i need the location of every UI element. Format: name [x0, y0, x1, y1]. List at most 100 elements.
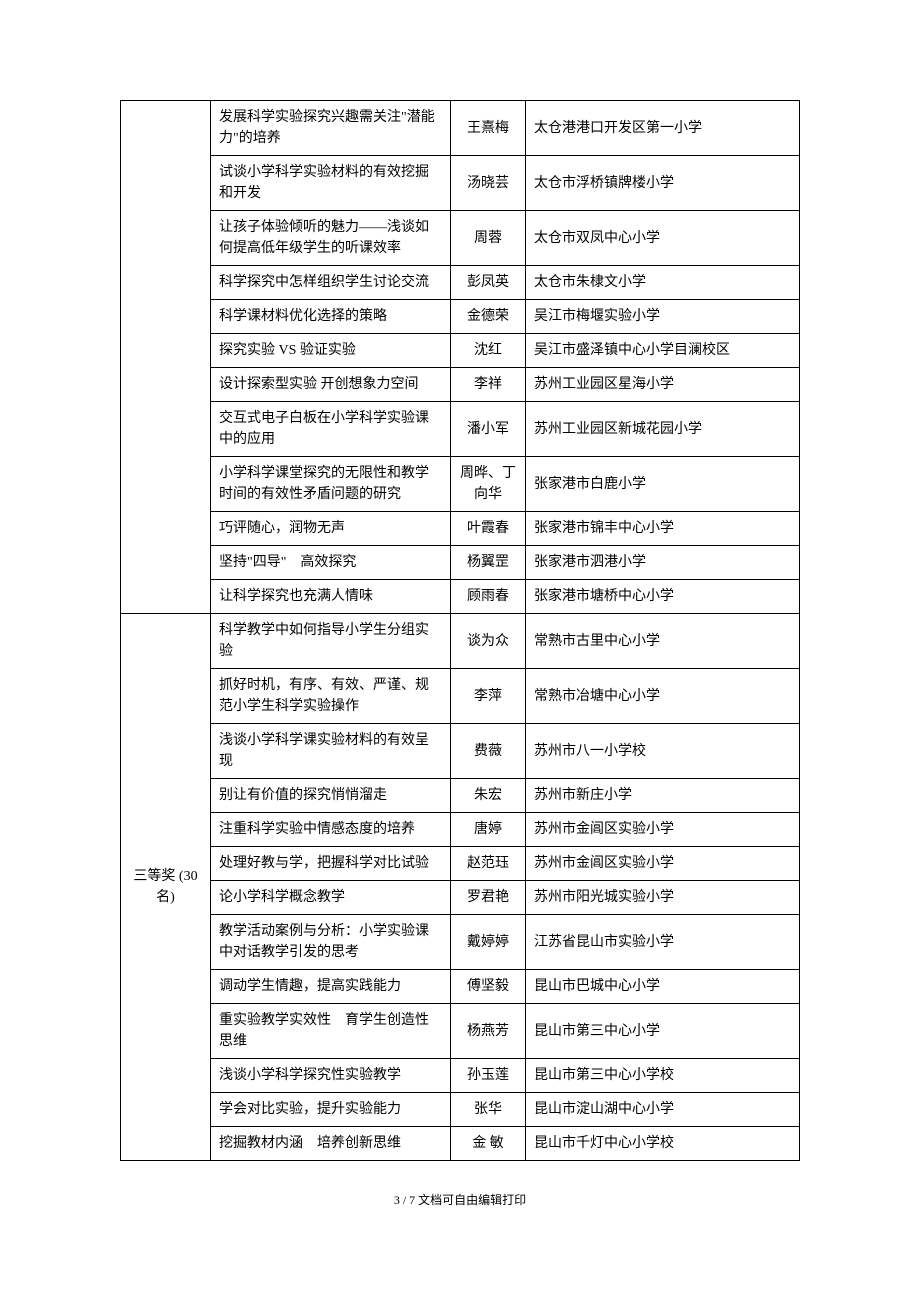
table-row: 调动学生情趣，提高实践能力傅坚毅昆山市巴城中心小学 — [121, 970, 800, 1004]
school-cell: 吴江市梅堰实验小学 — [526, 300, 800, 334]
category-cell: 三等奖 (30 名) — [121, 614, 211, 1161]
author-cell: 沈红 — [451, 334, 526, 368]
school-cell: 太仓市双凤中心小学 — [526, 211, 800, 266]
school-cell: 昆山市淀山湖中心小学 — [526, 1093, 800, 1127]
title-cell: 探究实验 VS 验证实验 — [211, 334, 451, 368]
school-cell: 张家港市泗港小学 — [526, 546, 800, 580]
title-cell: 设计探索型实验 开创想象力空间 — [211, 368, 451, 402]
table-row: 试谈小学科学实验材料的有效挖掘和开发汤晓芸太仓市浮桥镇牌楼小学 — [121, 156, 800, 211]
table-row: 学会对比实验，提升实验能力张华昆山市淀山湖中心小学 — [121, 1093, 800, 1127]
title-cell: 科学探究中怎样组织学生讨论交流 — [211, 266, 451, 300]
table-row: 处理好教与学，把握科学对比试验赵范珏苏州市金阊区实验小学 — [121, 847, 800, 881]
table-row: 设计探索型实验 开创想象力空间李祥苏州工业园区星海小学 — [121, 368, 800, 402]
table-row: 论小学科学概念教学罗君艳苏州市阳光城实验小学 — [121, 881, 800, 915]
author-cell: 李祥 — [451, 368, 526, 402]
author-cell: 戴婷婷 — [451, 915, 526, 970]
category-cell — [121, 101, 211, 614]
title-cell: 论小学科学概念教学 — [211, 881, 451, 915]
table-row: 科学探究中怎样组织学生讨论交流彭凤英太仓市朱棣文小学 — [121, 266, 800, 300]
table-row: 抓好时机，有序、有效、严谨、规范小学生科学实验操作李萍常熟市冶塘中心小学 — [121, 669, 800, 724]
school-cell: 太仓市朱棣文小学 — [526, 266, 800, 300]
title-cell: 注重科学实验中情感态度的培养 — [211, 813, 451, 847]
author-cell: 汤晓芸 — [451, 156, 526, 211]
table-row: 教学活动案例与分析：小学实验课中对话教学引发的思考戴婷婷江苏省昆山市实验小学 — [121, 915, 800, 970]
title-cell: 抓好时机，有序、有效、严谨、规范小学生科学实验操作 — [211, 669, 451, 724]
school-cell: 张家港市锦丰中心小学 — [526, 512, 800, 546]
title-cell: 科学课材料优化选择的策略 — [211, 300, 451, 334]
title-cell: 浅谈小学科学课实验材料的有效呈现 — [211, 724, 451, 779]
table-row: 交互式电子白板在小学科学实验课中的应用潘小军苏州工业园区新城花园小学 — [121, 402, 800, 457]
school-cell: 苏州工业园区星海小学 — [526, 368, 800, 402]
author-cell: 顾雨春 — [451, 580, 526, 614]
author-cell: 傅坚毅 — [451, 970, 526, 1004]
title-cell: 坚持"四导" 高效探究 — [211, 546, 451, 580]
author-cell: 周晔、丁向华 — [451, 457, 526, 512]
school-cell: 苏州工业园区新城花园小学 — [526, 402, 800, 457]
table-row: 别让有价值的探究悄悄溜走朱宏苏州市新庄小学 — [121, 779, 800, 813]
title-cell: 别让有价值的探究悄悄溜走 — [211, 779, 451, 813]
school-cell: 昆山市千灯中心小学校 — [526, 1127, 800, 1161]
table-row: 三等奖 (30 名)科学教学中如何指导小学生分组实验谈为众常熟市古里中心小学 — [121, 614, 800, 669]
title-cell: 调动学生情趣，提高实践能力 — [211, 970, 451, 1004]
title-cell: 挖掘教材内涵 培养创新思维 — [211, 1127, 451, 1161]
school-cell: 苏州市新庄小学 — [526, 779, 800, 813]
author-cell: 周蓉 — [451, 211, 526, 266]
author-cell: 金德荣 — [451, 300, 526, 334]
table-row: 挖掘教材内涵 培养创新思维金 敏昆山市千灯中心小学校 — [121, 1127, 800, 1161]
author-cell: 张华 — [451, 1093, 526, 1127]
school-cell: 太仓港港口开发区第一小学 — [526, 101, 800, 156]
author-cell: 潘小军 — [451, 402, 526, 457]
table-row: 让孩子体验倾听的魅力——浅谈如何提高低年级学生的听课效率周蓉太仓市双凤中心小学 — [121, 211, 800, 266]
school-cell: 昆山市第三中心小学 — [526, 1004, 800, 1059]
table-row: 让科学探究也充满人情味顾雨春张家港市塘桥中心小学 — [121, 580, 800, 614]
table-row: 浅谈小学科学探究性实验教学孙玉莲昆山市第三中心小学校 — [121, 1059, 800, 1093]
table-row: 坚持"四导" 高效探究杨翼罡张家港市泗港小学 — [121, 546, 800, 580]
school-cell: 苏州市金阊区实验小学 — [526, 813, 800, 847]
school-cell: 江苏省昆山市实验小学 — [526, 915, 800, 970]
author-cell: 赵范珏 — [451, 847, 526, 881]
title-cell: 发展科学实验探究兴趣需关注"潜能力"的培养 — [211, 101, 451, 156]
author-cell: 金 敏 — [451, 1127, 526, 1161]
author-cell: 罗君艳 — [451, 881, 526, 915]
title-cell: 学会对比实验，提升实验能力 — [211, 1093, 451, 1127]
title-cell: 让科学探究也充满人情味 — [211, 580, 451, 614]
table-row: 小学科学课堂探究的无限性和教学时间的有效性矛盾问题的研究周晔、丁向华张家港市白鹿… — [121, 457, 800, 512]
author-cell: 王熹梅 — [451, 101, 526, 156]
table-row: 巧评随心，润物无声叶霞春张家港市锦丰中心小学 — [121, 512, 800, 546]
title-cell: 交互式电子白板在小学科学实验课中的应用 — [211, 402, 451, 457]
school-cell: 苏州市八一小学校 — [526, 724, 800, 779]
title-cell: 小学科学课堂探究的无限性和教学时间的有效性矛盾问题的研究 — [211, 457, 451, 512]
author-cell: 杨燕芳 — [451, 1004, 526, 1059]
author-cell: 杨翼罡 — [451, 546, 526, 580]
table-row: 探究实验 VS 验证实验沈红吴江市盛泽镇中心小学目澜校区 — [121, 334, 800, 368]
title-cell: 教学活动案例与分析：小学实验课中对话教学引发的思考 — [211, 915, 451, 970]
title-cell: 科学教学中如何指导小学生分组实验 — [211, 614, 451, 669]
table-row: 发展科学实验探究兴趣需关注"潜能力"的培养王熹梅太仓港港口开发区第一小学 — [121, 101, 800, 156]
author-cell: 孙玉莲 — [451, 1059, 526, 1093]
author-cell: 费薇 — [451, 724, 526, 779]
page-number: 3 / 7 — [394, 1193, 415, 1207]
title-cell: 让孩子体验倾听的魅力——浅谈如何提高低年级学生的听课效率 — [211, 211, 451, 266]
footer-note: 文档可自由编辑打印 — [418, 1193, 526, 1207]
school-cell: 张家港市塘桥中心小学 — [526, 580, 800, 614]
school-cell: 吴江市盛泽镇中心小学目澜校区 — [526, 334, 800, 368]
school-cell: 昆山市第三中心小学校 — [526, 1059, 800, 1093]
document-table: 发展科学实验探究兴趣需关注"潜能力"的培养王熹梅太仓港港口开发区第一小学试谈小学… — [120, 100, 800, 1161]
school-cell: 昆山市巴城中心小学 — [526, 970, 800, 1004]
school-cell: 太仓市浮桥镇牌楼小学 — [526, 156, 800, 211]
title-cell: 浅谈小学科学探究性实验教学 — [211, 1059, 451, 1093]
table-row: 注重科学实验中情感态度的培养唐婷苏州市金阊区实验小学 — [121, 813, 800, 847]
title-cell: 处理好教与学，把握科学对比试验 — [211, 847, 451, 881]
page-footer: 3 / 7 文档可自由编辑打印 — [120, 1191, 800, 1208]
author-cell: 朱宏 — [451, 779, 526, 813]
author-cell: 唐婷 — [451, 813, 526, 847]
school-cell: 苏州市阳光城实验小学 — [526, 881, 800, 915]
table-row: 浅谈小学科学课实验材料的有效呈现费薇苏州市八一小学校 — [121, 724, 800, 779]
author-cell: 李萍 — [451, 669, 526, 724]
school-cell: 张家港市白鹿小学 — [526, 457, 800, 512]
author-cell: 谈为众 — [451, 614, 526, 669]
school-cell: 苏州市金阊区实验小学 — [526, 847, 800, 881]
author-cell: 彭凤英 — [451, 266, 526, 300]
title-cell: 试谈小学科学实验材料的有效挖掘和开发 — [211, 156, 451, 211]
title-cell: 巧评随心，润物无声 — [211, 512, 451, 546]
